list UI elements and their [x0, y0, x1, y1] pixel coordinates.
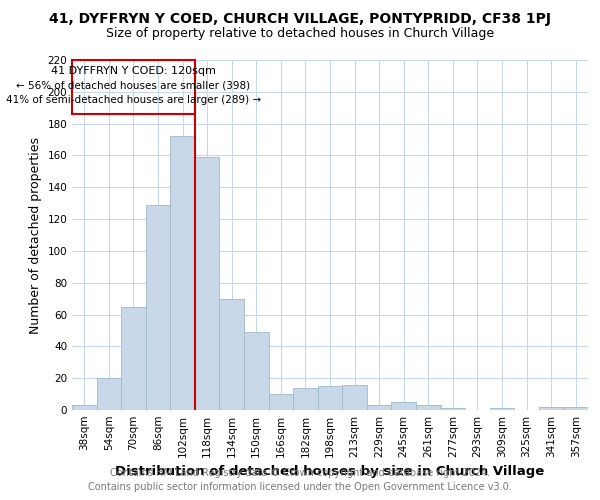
- Bar: [318, 386, 342, 410]
- Bar: [490, 408, 514, 410]
- Bar: [72, 405, 97, 410]
- X-axis label: Distribution of detached houses by size in Church Village: Distribution of detached houses by size …: [115, 466, 545, 478]
- Bar: [195, 157, 220, 410]
- Text: Size of property relative to detached houses in Church Village: Size of property relative to detached ho…: [106, 28, 494, 40]
- Bar: [539, 407, 563, 410]
- Text: ← 56% of detached houses are smaller (398): ← 56% of detached houses are smaller (39…: [16, 80, 250, 90]
- Text: 41 DYFFRYN Y COED: 120sqm: 41 DYFFRYN Y COED: 120sqm: [51, 66, 216, 76]
- Bar: [121, 306, 146, 410]
- Bar: [72, 60, 195, 114]
- Y-axis label: Number of detached properties: Number of detached properties: [29, 136, 42, 334]
- Bar: [244, 332, 269, 410]
- Bar: [563, 407, 588, 410]
- Bar: [220, 298, 244, 410]
- Bar: [269, 394, 293, 410]
- Bar: [170, 136, 195, 410]
- Bar: [342, 384, 367, 410]
- Bar: [293, 388, 318, 410]
- Bar: [391, 402, 416, 410]
- Bar: [416, 405, 440, 410]
- Bar: [367, 405, 391, 410]
- Text: 41, DYFFRYN Y COED, CHURCH VILLAGE, PONTYPRIDD, CF38 1PJ: 41, DYFFRYN Y COED, CHURCH VILLAGE, PONT…: [49, 12, 551, 26]
- Text: Contains HM Land Registry data © Crown copyright and database right 2024.
Contai: Contains HM Land Registry data © Crown c…: [88, 468, 512, 492]
- Text: 41% of semi-detached houses are larger (289) →: 41% of semi-detached houses are larger (…: [6, 95, 261, 105]
- Bar: [440, 408, 465, 410]
- Bar: [146, 205, 170, 410]
- Bar: [97, 378, 121, 410]
